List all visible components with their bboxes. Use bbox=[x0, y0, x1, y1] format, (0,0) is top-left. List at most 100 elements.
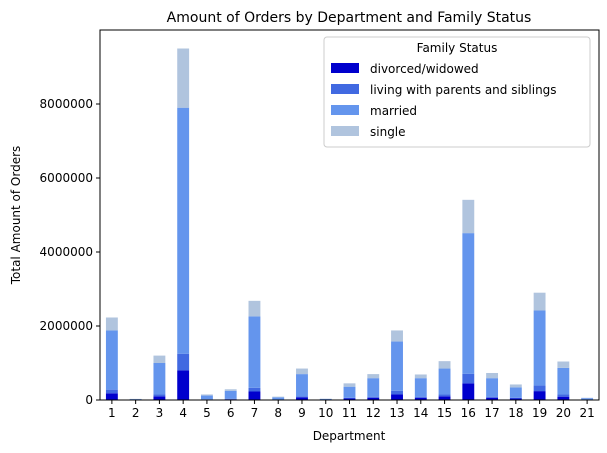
y-tick-label-4000000: 4000000 bbox=[40, 245, 93, 259]
bar-3-living-with-parents-and-siblings bbox=[153, 394, 166, 397]
bar-6-married bbox=[224, 390, 237, 399]
bar-11-married bbox=[343, 386, 356, 398]
bar-16-divorced-widowed bbox=[462, 383, 475, 400]
bar-11-single bbox=[343, 383, 356, 387]
bar-18-married bbox=[509, 387, 522, 398]
x-tick-label-10: 10 bbox=[318, 406, 333, 420]
bar-7-single bbox=[248, 300, 261, 317]
axes-layer: 1 2 3 4 5 6 7 8 9 10 11 12 13 14 15 16 17 18 19 20 210200000… bbox=[40, 29, 600, 420]
x-tick-label-12: 12 bbox=[366, 406, 381, 420]
x-tick-label-17: 17 bbox=[484, 406, 499, 420]
x-tick-label-21: 21 bbox=[579, 406, 594, 420]
x-tick-label-1: 1 bbox=[108, 406, 116, 420]
bar-3-single bbox=[153, 355, 166, 363]
bar-17-divorced-widowed bbox=[486, 397, 499, 400]
bar-1-single bbox=[105, 317, 118, 331]
bar-20-married bbox=[557, 367, 570, 395]
chart-title: Amount of Orders by Department and Famil… bbox=[167, 10, 532, 26]
legend-swatch-single bbox=[331, 126, 359, 136]
y-axis-title: Total Amount of Orders bbox=[9, 146, 23, 286]
bar-21-married bbox=[581, 398, 594, 400]
x-tick-label-16: 16 bbox=[461, 406, 476, 420]
x-tick-label-13: 13 bbox=[389, 406, 404, 420]
bar-16-married bbox=[462, 233, 475, 374]
bar-2-married bbox=[129, 399, 142, 400]
bar-14-married bbox=[414, 378, 427, 397]
legend-swatch-living-with-parents-and-siblings bbox=[331, 84, 359, 94]
bar-12-married bbox=[367, 378, 380, 397]
bar-11-living-with-parents-and-siblings bbox=[343, 397, 356, 399]
legend-label-living-with-parents-and-siblings: living with parents and siblings bbox=[370, 83, 557, 97]
bar-15-single bbox=[438, 361, 451, 369]
bar-6-living-with-parents-and-siblings bbox=[224, 398, 237, 400]
bar-4-divorced-widowed bbox=[177, 370, 190, 400]
legend: Family Status divorced/widowed living wit… bbox=[323, 36, 591, 148]
bar-19-living-with-parents-and-siblings bbox=[533, 385, 546, 392]
bar-17-living-with-parents-and-siblings bbox=[486, 396, 499, 398]
bar-14-divorced-widowed bbox=[414, 397, 427, 400]
bar-19-married bbox=[533, 310, 546, 386]
bar-13-living-with-parents-and-siblings bbox=[391, 390, 403, 395]
legend-swatch-divorced-widowed bbox=[331, 63, 359, 73]
bar-17-married bbox=[486, 378, 499, 397]
bar-9-living-with-parents-and-siblings bbox=[296, 396, 308, 398]
bar-8-married bbox=[272, 397, 285, 400]
y-tick-label-6000000: 6000000 bbox=[40, 171, 93, 185]
bar-14-single bbox=[414, 374, 427, 379]
legend-swatch-married bbox=[331, 105, 359, 115]
bar-18-living-with-parents-and-siblings bbox=[509, 397, 522, 399]
bar-9-single bbox=[296, 368, 308, 375]
x-tick-label-3: 3 bbox=[156, 406, 164, 420]
x-tick-label-4: 4 bbox=[179, 406, 187, 420]
y-tick-label-2000000: 2000000 bbox=[40, 319, 93, 333]
bar-3-divorced-widowed bbox=[153, 396, 166, 400]
bars-layer bbox=[105, 48, 594, 400]
legend-items: divorced/widowed living with parents and … bbox=[331, 62, 557, 139]
bar-6-single bbox=[224, 389, 237, 391]
bar-14-living-with-parents-and-siblings bbox=[414, 396, 427, 398]
bar-19-single bbox=[533, 292, 546, 311]
legend-title: Family Status bbox=[417, 41, 498, 55]
legend-label-married: married bbox=[370, 104, 417, 118]
bar-20-living-with-parents-and-siblings bbox=[557, 394, 570, 397]
bar-20-single bbox=[557, 361, 570, 368]
bar-7-divorced-widowed bbox=[248, 391, 261, 400]
legend-label-divorced-widowed: divorced/widowed bbox=[370, 62, 479, 76]
bar-4-single bbox=[177, 48, 190, 108]
bar-18-single bbox=[509, 384, 522, 388]
bar-10-married bbox=[319, 398, 332, 400]
bar-13-married bbox=[391, 341, 403, 391]
legend-label-single: single bbox=[370, 125, 406, 139]
bar-8-single bbox=[272, 396, 285, 398]
bar-1-living-with-parents-and-siblings bbox=[105, 389, 118, 394]
x-tick-label-15: 15 bbox=[437, 406, 452, 420]
x-tick-label-14: 14 bbox=[413, 406, 428, 420]
bar-5-single bbox=[200, 394, 213, 396]
bar-18-divorced-widowed bbox=[509, 398, 522, 400]
bar-9-divorced-widowed bbox=[296, 397, 308, 400]
x-tick-label-11: 11 bbox=[342, 406, 357, 420]
bar-3-married bbox=[153, 363, 166, 395]
x-axis-title: Department bbox=[313, 429, 386, 443]
x-tick-label-20: 20 bbox=[556, 406, 571, 420]
bar-15-living-with-parents-and-siblings bbox=[438, 394, 451, 397]
x-tick-label-7: 7 bbox=[251, 406, 259, 420]
bar-19-divorced-widowed bbox=[533, 391, 546, 400]
x-tick-label-5: 5 bbox=[203, 406, 211, 420]
x-tick-label-8: 8 bbox=[274, 406, 282, 420]
bar-1-divorced-widowed bbox=[105, 393, 118, 400]
bar-12-divorced-widowed bbox=[367, 397, 380, 400]
bar-9-married bbox=[296, 374, 308, 397]
x-tick-label-18: 18 bbox=[508, 406, 523, 420]
bar-13-divorced-widowed bbox=[391, 394, 403, 400]
bar-12-living-with-parents-and-siblings bbox=[367, 396, 380, 398]
bar-7-married bbox=[248, 316, 261, 388]
x-tick-label-6: 6 bbox=[227, 406, 235, 420]
bar-15-married bbox=[438, 368, 451, 395]
bar-12-single bbox=[367, 374, 380, 379]
bar-13-single bbox=[391, 330, 403, 342]
y-tick-label-8000000: 8000000 bbox=[40, 97, 93, 111]
bar-16-single bbox=[462, 199, 475, 234]
bar-16-living-with-parents-and-siblings bbox=[462, 373, 475, 384]
